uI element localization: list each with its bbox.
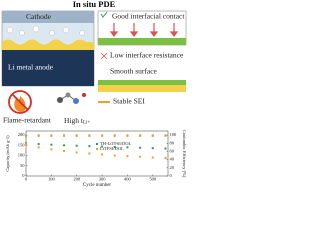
legend-key [96, 143, 98, 145]
chart: 0 100 200 300 400 500 0 50 100 150 200 0 20 40 60 80 100… [5, 130, 187, 188]
y2-tick-label: 40 [170, 157, 175, 162]
anode-label: Li metal anode [8, 63, 54, 72]
data-point [37, 143, 40, 146]
data-point [50, 134, 53, 137]
legend-key [96, 148, 98, 150]
data-point [25, 142, 27, 145]
sei-label: Stable SEI [113, 97, 145, 106]
pressure-arrows [109, 23, 179, 37]
prohibit-line [11, 93, 29, 111]
check-icon [100, 11, 108, 18]
legend-label: LiTFSI/DOL [100, 146, 124, 151]
molecule-icon [57, 92, 86, 104]
transfer-text: High t [64, 116, 84, 125]
y-tick-label: 0 [22, 173, 25, 178]
y-axis-label: Capacity (mAh g-1) [5, 135, 10, 172]
sei-layer [2, 39, 94, 50]
y-tick-label: 100 [18, 153, 26, 158]
data-point [113, 145, 116, 148]
x-tick-label: 200 [73, 177, 81, 182]
y2-tick-label: 60 [170, 148, 175, 153]
x-tick-label: 0 [25, 177, 28, 182]
data-point [88, 152, 91, 155]
data-point [37, 134, 40, 137]
data-point [164, 147, 167, 150]
smooth-label: Smooth surface [110, 67, 158, 76]
cathode-label: Cathode [26, 12, 52, 21]
data-point [101, 134, 104, 137]
data-point [25, 143, 27, 146]
data-point [164, 134, 167, 137]
y2-tick-label: 20 [170, 165, 175, 170]
data-point [139, 155, 142, 158]
data-point [126, 155, 129, 158]
legend-label: TH-LiTFSI/DOL [100, 141, 131, 146]
data-point [63, 150, 66, 153]
data-point [37, 146, 40, 149]
data-point [50, 143, 53, 146]
data-point [101, 153, 104, 156]
x-axis-label: Cycle number [83, 183, 112, 188]
data-point [75, 151, 78, 154]
bubbles [6, 25, 85, 36]
anode-layer [2, 50, 94, 86]
graphical-abstract: In situ PDE Cathode Li metal anode Good … [1, 0, 187, 188]
y-tick-label: 50 [20, 163, 25, 168]
y2-tick-label: 100 [170, 132, 178, 137]
data-point [101, 145, 104, 148]
y-tick-label: 150 [18, 142, 26, 147]
data-point [113, 154, 116, 157]
x-tick-label: 300 [99, 177, 107, 182]
data-point [50, 148, 53, 151]
plot-frame [25, 130, 169, 177]
data-point [164, 157, 167, 159]
x-tick-label: 400 [124, 177, 132, 182]
x-tick-label: 100 [48, 177, 56, 182]
flame-label: Flame-retardant [3, 116, 52, 125]
title: In situ PDE [73, 0, 116, 9]
data-point [75, 144, 78, 147]
data-point [88, 145, 91, 148]
data-point [151, 156, 154, 159]
transfer-sub: Li+ [83, 121, 90, 126]
data-point [139, 134, 142, 137]
smooth-base [98, 85, 186, 92]
y2-tick-label: 0 [170, 173, 173, 178]
resistor-icon [100, 52, 108, 60]
transfer-label: High tLi+ [64, 116, 90, 126]
y2-axis-label: Coulombic Efficiency (%) [182, 130, 187, 178]
x-tick-label: 500 [149, 177, 157, 182]
resistance-label: Low interface resistance [110, 51, 184, 60]
data-point [151, 134, 154, 137]
data-point [25, 135, 27, 138]
smooth-layer [98, 80, 186, 85]
data-point [113, 134, 116, 137]
y2-tick-label: 80 [170, 140, 175, 145]
data-point [63, 144, 66, 147]
data-point [126, 134, 129, 137]
data-point [126, 146, 129, 149]
contact-surface [98, 38, 186, 45]
prohibit-circle [8, 90, 32, 114]
data-point [75, 134, 78, 137]
data-point [63, 134, 66, 137]
contact-label: Good interfacial contact [112, 12, 185, 21]
data-point [151, 147, 154, 150]
data-point [139, 146, 142, 149]
cathode-layer [2, 11, 94, 23]
y-tick-label: 200 [18, 132, 26, 137]
data-point [88, 134, 91, 137]
